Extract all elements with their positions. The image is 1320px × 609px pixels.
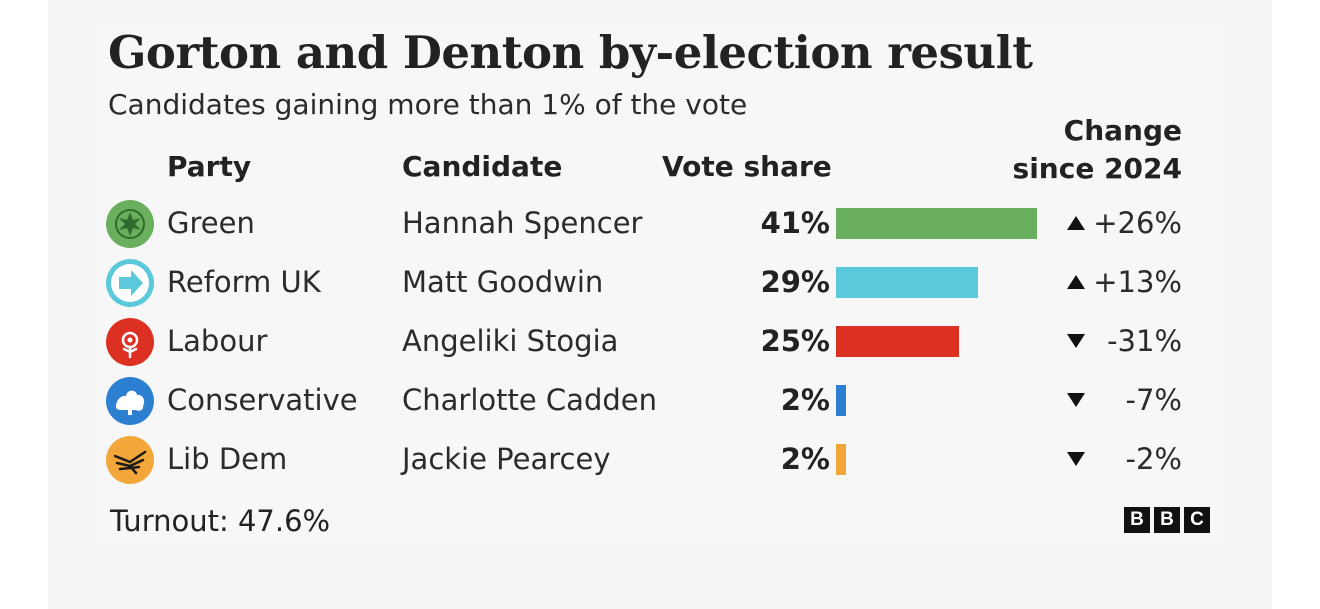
column-header-change: Change since 2024: [1013, 112, 1182, 188]
change-label: -7%: [1125, 383, 1182, 417]
vote-share-bar: [836, 385, 846, 416]
column-header-party: Party: [167, 150, 252, 183]
party-name: Conservative: [167, 383, 358, 417]
vote-share-label: 25%: [760, 324, 830, 358]
chart-subtitle: Candidates gaining more than 1% of the v…: [108, 88, 748, 121]
vote-share-bar: [836, 326, 959, 357]
party-name: Lib Dem: [167, 442, 288, 476]
change-label: -2%: [1125, 442, 1182, 476]
result-row: Lib Dem Jackie Pearcey 2% -2%: [0, 436, 1320, 486]
vote-share-label: 2%: [780, 442, 830, 476]
vote-share-label: 29%: [760, 265, 830, 299]
labour-rose-icon: [106, 318, 154, 366]
turnout-label: Turnout: 47.6%: [110, 504, 331, 538]
column-header-vote-share: Vote share: [662, 150, 832, 183]
candidate-name: Angeliki Stogia: [402, 324, 619, 358]
result-row: Green Hannah Spencer 41% +26%: [0, 200, 1320, 250]
bbc-logo-letter: B: [1154, 507, 1180, 533]
arrow-down-icon: [1066, 451, 1086, 471]
column-header-candidate: Candidate: [402, 150, 563, 183]
column-header-change-line2: since 2024: [1012, 152, 1182, 185]
conservative-tree-icon: [106, 377, 154, 425]
vote-share-bar: [836, 208, 1037, 239]
arrow-up-icon: [1066, 274, 1086, 294]
chart-card: [96, 22, 1224, 546]
candidate-name: Hannah Spencer: [402, 206, 643, 240]
bbc-logo-letter: B: [1124, 507, 1150, 533]
result-row: Labour Angeliki Stogia 25% -31%: [0, 318, 1320, 368]
vote-share-bar: [836, 444, 846, 475]
chart-title: Gorton and Denton by-election result: [108, 26, 1033, 79]
candidate-name: Charlotte Cadden: [402, 383, 657, 417]
result-row: Conservative Charlotte Cadden 2% -7%: [0, 377, 1320, 427]
change-label: +13%: [1093, 265, 1182, 299]
arrow-up-icon: [1066, 215, 1086, 235]
party-name: Labour: [167, 324, 268, 358]
change-label: -31%: [1107, 324, 1182, 358]
vote-share-label: 2%: [780, 383, 830, 417]
party-name: Green: [167, 206, 255, 240]
vote-share-label: 41%: [760, 206, 830, 240]
candidate-name: Jackie Pearcey: [402, 442, 611, 476]
result-row: Reform UK Matt Goodwin 29% +13%: [0, 259, 1320, 309]
reform-arrow-icon: [106, 259, 154, 307]
candidate-name: Matt Goodwin: [402, 265, 604, 299]
party-name: Reform UK: [167, 265, 321, 299]
change-label: +26%: [1093, 206, 1182, 240]
libdem-bird-icon: [106, 436, 154, 484]
green-party-icon: [106, 200, 154, 248]
arrow-down-icon: [1066, 392, 1086, 412]
vote-share-bar: [836, 267, 978, 298]
bbc-logo-letter: C: [1184, 507, 1210, 533]
bbc-logo: B B C: [1124, 507, 1210, 533]
column-header-change-line1: Change: [1063, 114, 1182, 147]
arrow-down-icon: [1066, 333, 1086, 353]
